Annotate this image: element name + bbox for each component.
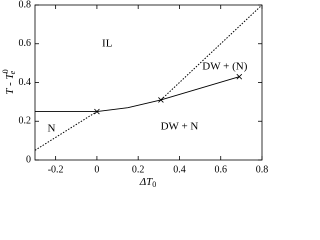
point-marker xyxy=(158,97,164,103)
plot-frame xyxy=(34,4,263,161)
y-label-sub: e xyxy=(8,70,17,74)
chart: T - T0e ΔT0 -0.2 0 0.2 0.4 0.6 0.800.20.40.60… xyxy=(1,0,269,189)
y-tick-label: 0.4 xyxy=(19,77,32,88)
point-marker xyxy=(236,73,243,80)
x-tick-label: 0 xyxy=(94,164,99,175)
x-tick-label: 0.2 xyxy=(132,164,145,175)
region-label: N xyxy=(48,123,56,135)
region-label: IL xyxy=(102,37,113,49)
x-label-sub: 0 xyxy=(152,180,156,189)
y-label-sup: 0 xyxy=(1,69,10,73)
x-axis-label: ΔT0 xyxy=(139,176,157,189)
x-tick-label: 0.6 xyxy=(214,164,227,175)
x-label-text: ΔT xyxy=(139,176,153,188)
phase-boundary xyxy=(34,4,263,151)
y-label-text: T - T xyxy=(4,73,16,95)
y-tick-label: 0.2 xyxy=(19,116,32,127)
x-tick-label: -0.2 xyxy=(48,164,64,175)
x-tick-label: 0.4 xyxy=(173,164,186,175)
y-axis-label: T - T0e xyxy=(1,69,17,94)
region-label: DW + (N) xyxy=(202,61,247,73)
y-tick-label: 0.6 xyxy=(19,38,32,49)
y-tick-label: 0.8 xyxy=(19,0,32,10)
x-tick-label: 0.8 xyxy=(256,164,269,175)
phase-boundary xyxy=(96,76,240,113)
point-marker xyxy=(94,108,100,115)
y-tick-label: 0 xyxy=(26,154,31,165)
region-label: DW + N xyxy=(161,121,199,133)
